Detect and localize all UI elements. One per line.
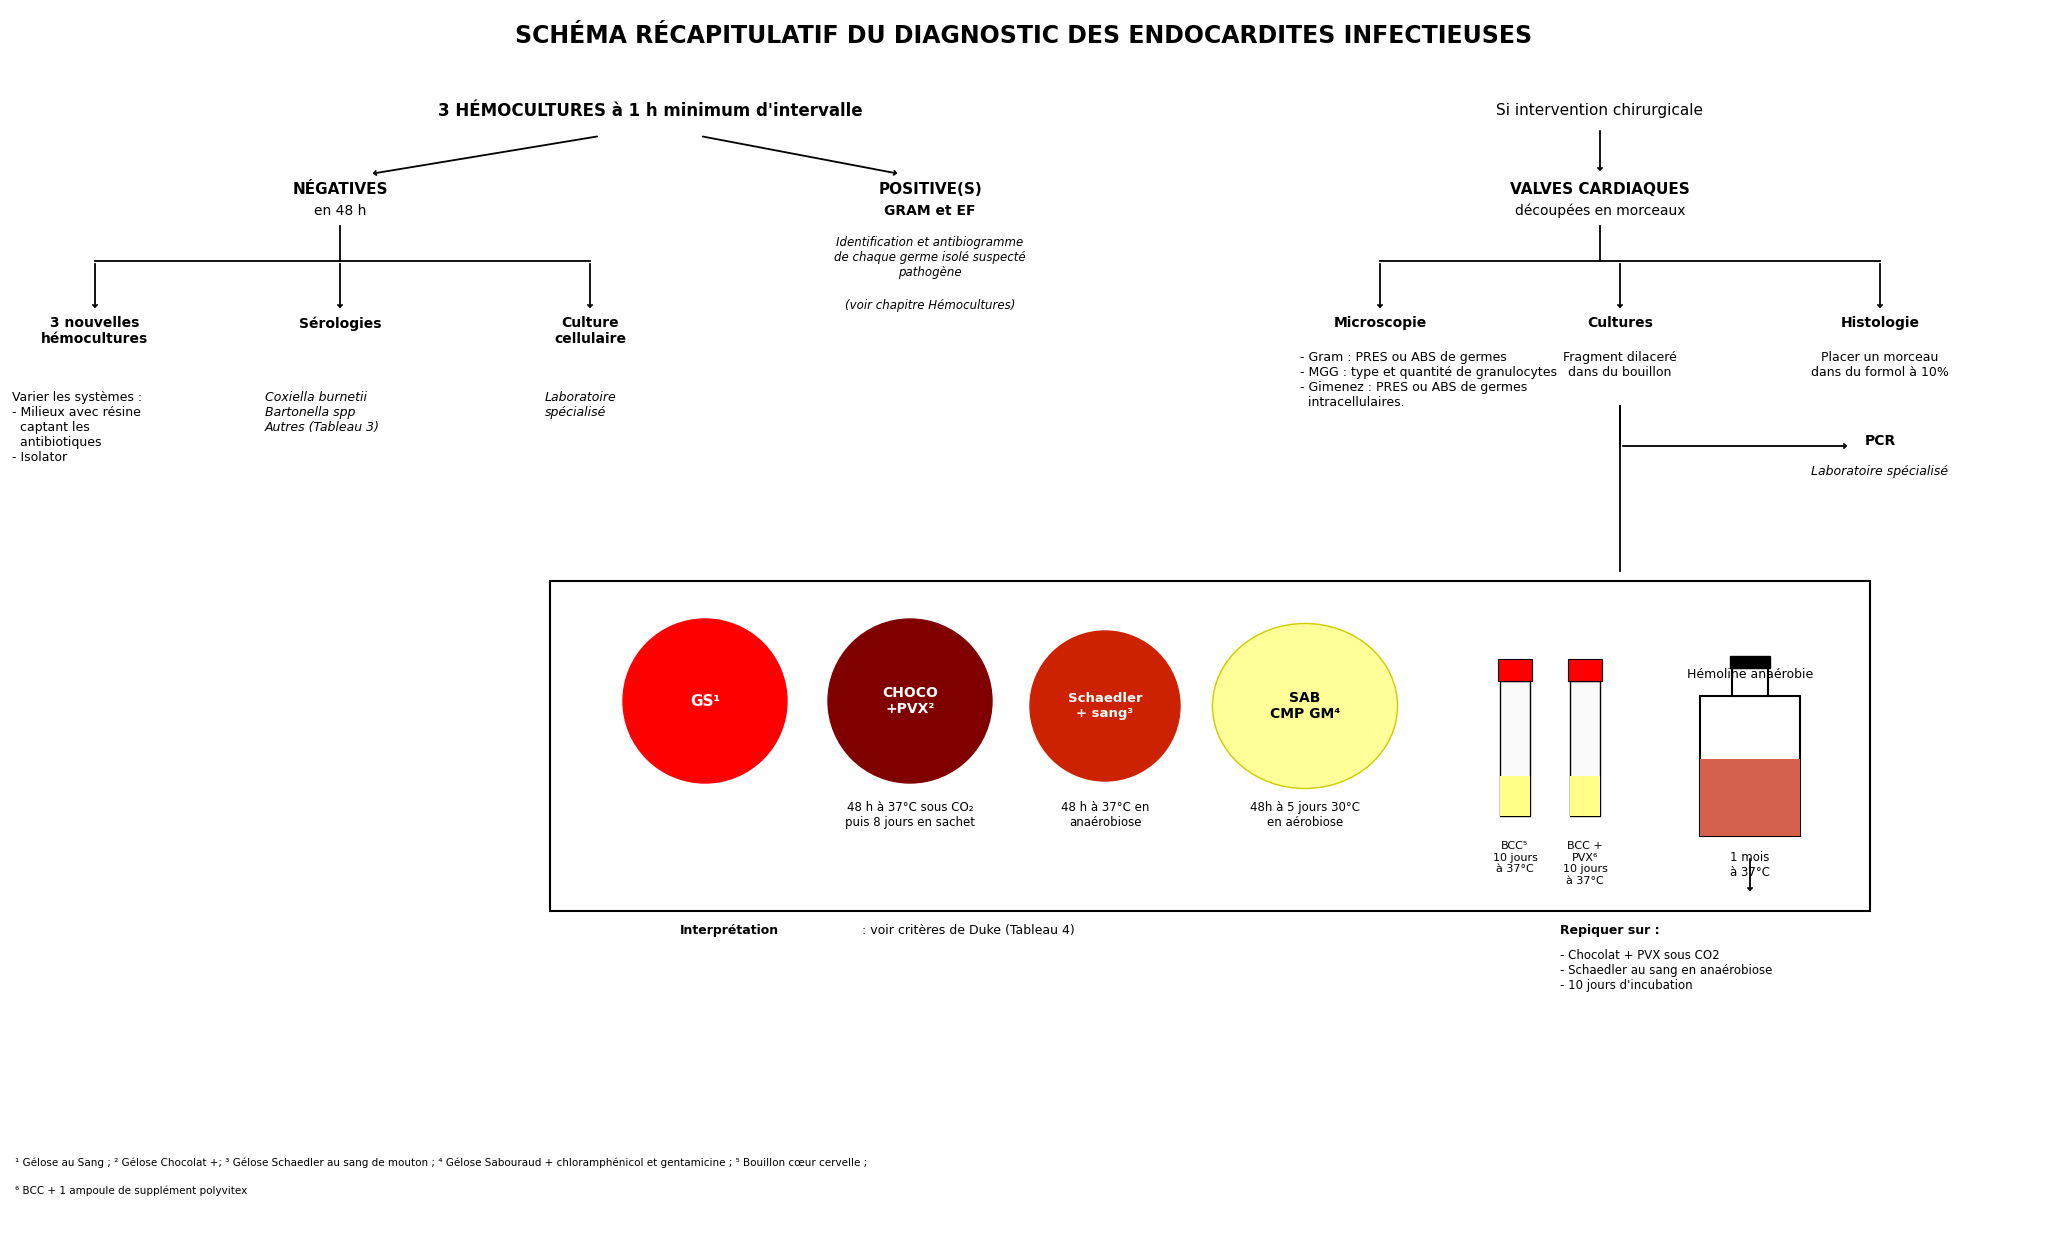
Text: Placer un morceau
dans du formol à 10%: Placer un morceau dans du formol à 10%: [1810, 351, 1950, 379]
Text: Culture
cellulaire: Culture cellulaire: [555, 316, 627, 346]
Text: BCC⁵
10 jours
à 37°C: BCC⁵ 10 jours à 37°C: [1493, 841, 1538, 875]
Text: 48 h à 37°C sous CO₂
puis 8 jours en sachet: 48 h à 37°C sous CO₂ puis 8 jours en sac…: [846, 801, 975, 829]
Text: : voir critères de Duke (Tableau 4): : voir critères de Duke (Tableau 4): [858, 925, 1075, 937]
Ellipse shape: [1212, 623, 1397, 789]
Text: Laboratoire spécialisé: Laboratoire spécialisé: [1810, 465, 1948, 477]
Text: VALVES CARDIAQUES: VALVES CARDIAQUES: [1509, 182, 1690, 197]
Bar: [1571, 775, 1599, 816]
Text: BCC +
PVX⁶
10 jours
à 37°C: BCC + PVX⁶ 10 jours à 37°C: [1563, 841, 1608, 886]
Bar: [1569, 659, 1602, 682]
Bar: [1499, 775, 1530, 816]
Text: découpées en morceaux: découpées en morceaux: [1516, 204, 1686, 218]
Text: Repiquer sur :: Repiquer sur :: [1561, 925, 1659, 937]
Text: ⁶ BCC + 1 ampoule de supplément polyvitex: ⁶ BCC + 1 ampoule de supplément polyvite…: [14, 1186, 248, 1196]
Text: Histologie: Histologie: [1841, 316, 1919, 330]
Text: Laboratoire
spécialisé: Laboratoire spécialisé: [545, 391, 616, 419]
Circle shape: [623, 619, 786, 782]
Text: POSITIVE(S): POSITIVE(S): [879, 182, 981, 197]
Text: Interprétation: Interprétation: [680, 925, 778, 937]
Text: - Chocolat + PVX sous CO2
- Schaedler au sang en anaérobiose
- 10 jours d'incuba: - Chocolat + PVX sous CO2 - Schaedler au…: [1561, 949, 1772, 992]
Text: Varier les systèmes :
- Milieux avec résine
  captant les
  antibiotiques
- Isol: Varier les systèmes : - Milieux avec rés…: [12, 391, 141, 464]
Text: Coxiella burnetii
Bartonella spp
Autres (Tableau 3): Coxiella burnetii Bartonella spp Autres …: [264, 391, 381, 434]
Bar: [1497, 659, 1532, 682]
Text: 1 mois
à 37°C: 1 mois à 37°C: [1731, 851, 1769, 878]
Bar: [551, 581, 1870, 911]
Text: Fragment dilaceré
dans du bouillon: Fragment dilaceré dans du bouillon: [1563, 351, 1677, 379]
Bar: [1499, 682, 1530, 816]
Text: Si intervention chirurgicale: Si intervention chirurgicale: [1497, 103, 1704, 118]
Text: CHOCO
+PVX²: CHOCO +PVX²: [883, 685, 938, 716]
Text: 48 h à 37°C en
anaérobiose: 48 h à 37°C en anaérobiose: [1061, 801, 1149, 829]
Text: GS¹: GS¹: [690, 694, 721, 709]
Text: PCR: PCR: [1864, 434, 1896, 449]
Text: Schaedler
+ sang³: Schaedler + sang³: [1067, 692, 1143, 720]
Text: 3 HÉMOCULTURES à 1 h minimum d'intervalle: 3 HÉMOCULTURES à 1 h minimum d'intervall…: [438, 102, 862, 120]
Text: Sérologies: Sérologies: [299, 316, 381, 330]
Text: - Gram : PRES ou ABS de germes
- MGG : type et quantité de granulocytes
- Gimene: - Gram : PRES ou ABS de germes - MGG : t…: [1300, 351, 1556, 409]
Text: Identification et antibiogramme
de chaque germe isolé suspecté
pathogène: Identification et antibiogramme de chaqu…: [834, 235, 1026, 279]
Bar: [1700, 697, 1800, 836]
Text: 3 nouvelles
hémocultures: 3 nouvelles hémocultures: [41, 316, 150, 346]
Text: Microscopie: Microscopie: [1333, 316, 1427, 330]
Text: Cultures: Cultures: [1587, 316, 1653, 330]
Text: SCHÉMA RÉCAPITULATIF DU DIAGNOSTIC DES ENDOCARDITES INFECTIEUSES: SCHÉMA RÉCAPITULATIF DU DIAGNOSTIC DES E…: [516, 24, 1532, 49]
Bar: [1731, 655, 1769, 668]
Text: NÉGATIVES: NÉGATIVES: [293, 182, 387, 197]
Circle shape: [827, 619, 991, 782]
Text: SAB
CMP GM⁴: SAB CMP GM⁴: [1270, 690, 1339, 721]
Text: 48h à 5 jours 30°C
en aérobiose: 48h à 5 jours 30°C en aérobiose: [1249, 801, 1360, 829]
Text: ¹ Gélose au Sang ; ² Gélose Chocolat +; ³ Gélose Schaedler au sang de mouton ; ⁴: ¹ Gélose au Sang ; ² Gélose Chocolat +; …: [14, 1158, 866, 1169]
Circle shape: [1030, 630, 1180, 781]
Text: en 48 h: en 48 h: [313, 204, 367, 218]
Bar: [1733, 668, 1767, 697]
Text: GRAM et EF: GRAM et EF: [885, 204, 975, 218]
Text: (voir chapitre Hémocultures): (voir chapitre Hémocultures): [846, 299, 1016, 313]
Bar: [1700, 759, 1800, 836]
Text: Hémoline anaérobie: Hémoline anaérobie: [1688, 668, 1812, 680]
Bar: [1571, 682, 1599, 816]
